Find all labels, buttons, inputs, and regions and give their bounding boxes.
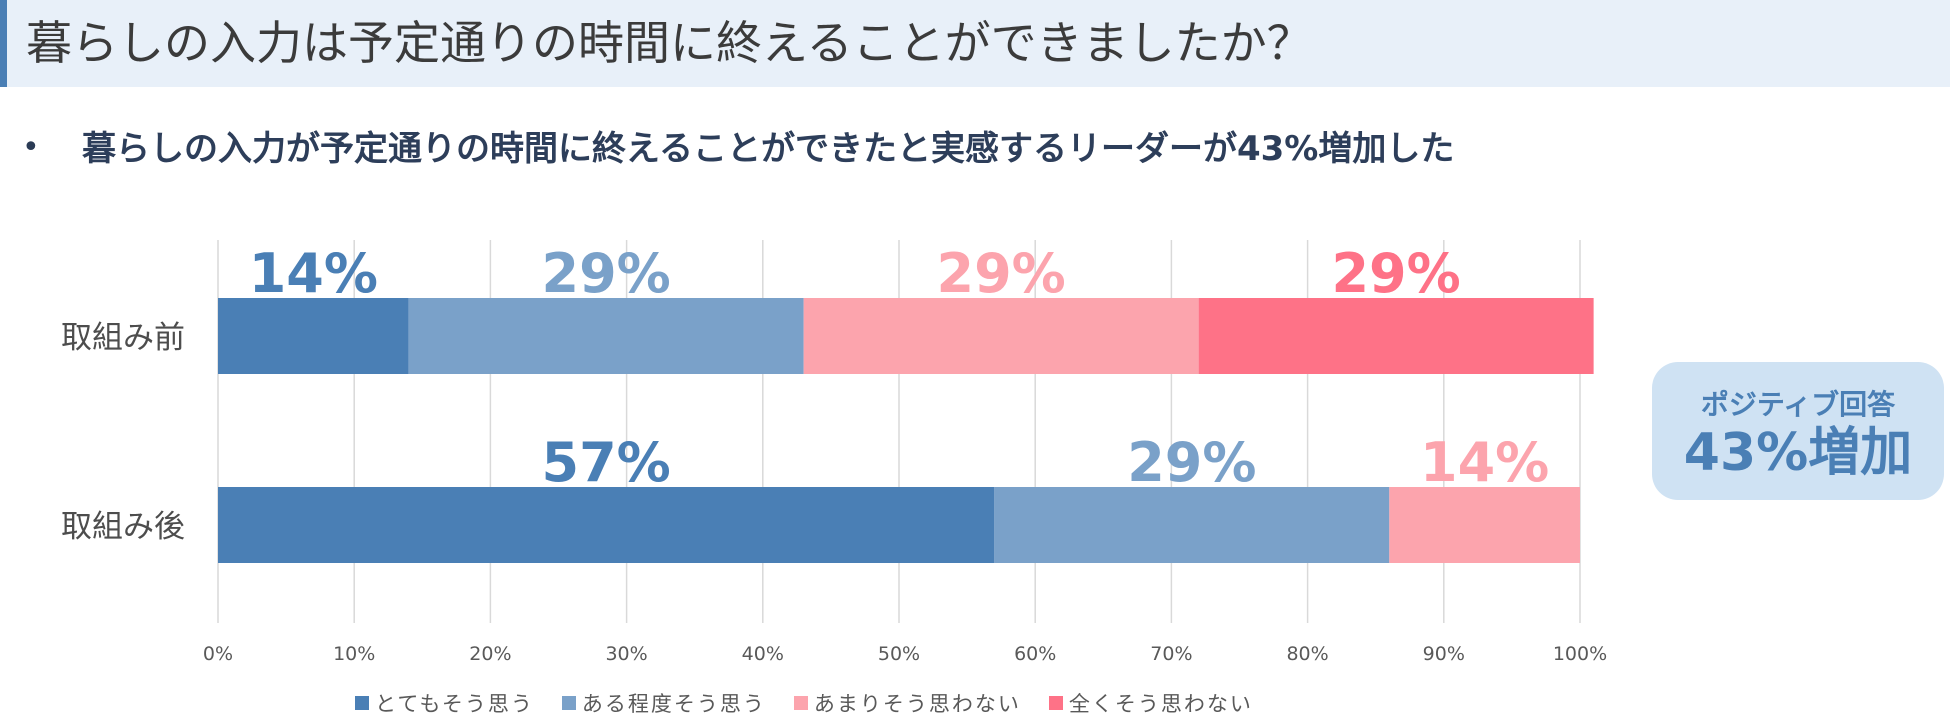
- legend-swatch: [1048, 696, 1063, 710]
- x-tick-label: 30%: [605, 643, 647, 665]
- bar-segment: [218, 487, 995, 563]
- chart-legend: とてもそう思う ある程度そう思う あまりそう思わない 全くそう思わない: [355, 688, 1253, 718]
- x-tick-label: 80%: [1286, 643, 1328, 665]
- title-accent-bar: [0, 0, 7, 87]
- legend-label: あまりそう思わない: [813, 692, 1021, 716]
- legend-swatch: [355, 696, 369, 710]
- bar-segment: [218, 298, 409, 374]
- bar-segments: [218, 298, 1594, 563]
- legend-label: ある程度そう思う: [581, 692, 766, 716]
- data-label: 29%: [1127, 431, 1256, 494]
- summary-text: 暮らしの入力が予定通りの時間に終えることができたと実感するリーダーが43%増加し…: [82, 129, 1455, 169]
- data-labels: 14% 29% 29% 29% 57% 29% 14%: [249, 242, 1550, 494]
- legend-label: とてもそう思う: [375, 692, 534, 716]
- category-label: 取組み前: [61, 320, 185, 356]
- x-tick-label: 20%: [469, 643, 511, 665]
- x-tick-label: 40%: [742, 643, 784, 665]
- title-bar: 暮らしの入力は予定通りの時間に終えることができましたか？: [0, 0, 1950, 87]
- bar-segment: [994, 487, 1390, 563]
- x-tick-label: 90%: [1423, 643, 1465, 665]
- category-label: 取組み後: [61, 509, 185, 545]
- legend-item: ある程度そう思う: [561, 688, 766, 718]
- x-tick-labels: 0% 10% 20% 30% 40% 50% 60% 70% 80% 90% 100%: [203, 643, 1607, 665]
- bar-segment: [1198, 298, 1594, 374]
- data-label: 29%: [1331, 242, 1460, 305]
- callout-value: 43%増加: [1683, 423, 1913, 483]
- legend-item: あまりそう思わない: [793, 688, 1021, 718]
- page-title: 暮らしの入力は予定通りの時間に終えることができましたか？: [26, 16, 1313, 70]
- bar-segment: [1389, 487, 1580, 563]
- x-tick-label: 0%: [203, 643, 233, 665]
- callout-label: ポジティブ回答: [1700, 388, 1896, 421]
- summary-bullet: •: [22, 130, 40, 165]
- legend-label: 全くそう思わない: [1068, 692, 1253, 716]
- data-label: 29%: [542, 242, 671, 305]
- legend-item: 全くそう思わない: [1048, 688, 1253, 718]
- x-tick-label: 60%: [1014, 643, 1056, 665]
- x-tick-label: 100%: [1553, 643, 1607, 665]
- legend-item: とてもそう思う: [355, 688, 534, 718]
- legend-swatch: [793, 696, 808, 710]
- x-tick-label: 10%: [333, 643, 375, 665]
- data-label: 14%: [1420, 431, 1549, 494]
- x-tick-label: 70%: [1150, 643, 1192, 665]
- data-label: 14%: [249, 242, 378, 305]
- positive-response-callout: ポジティブ回答 43%増加: [1652, 362, 1944, 500]
- bar-segment: [803, 298, 1199, 374]
- legend-swatch: [561, 696, 576, 710]
- x-tick-label: 50%: [878, 643, 920, 665]
- data-label: 57%: [542, 431, 671, 494]
- data-label: 29%: [937, 242, 1066, 305]
- bar-segment: [408, 298, 804, 374]
